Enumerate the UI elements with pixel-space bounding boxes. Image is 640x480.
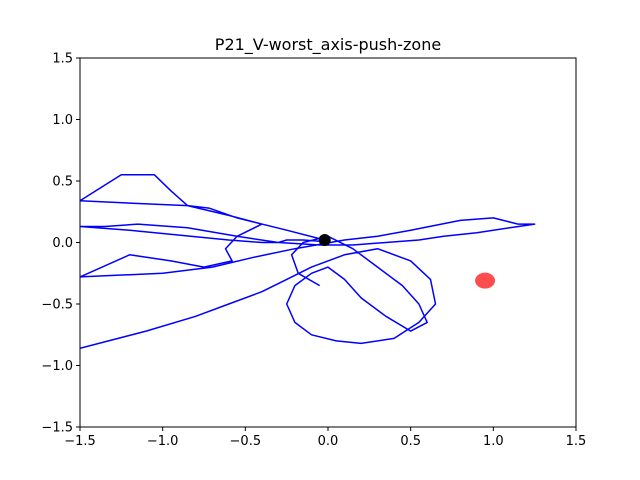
chart-title: P21_V-worst_axis-push-zone — [215, 35, 441, 55]
x-tick-label: −1.0 — [147, 434, 179, 449]
plot-content — [80, 174, 536, 350]
plot-area — [80, 174, 536, 350]
axis-ticks: −1.5 −1.0 −0.5 0.0 0.5 1.0 1.5 1.5 1.0 0.5 0.0 −0.5… — [41, 52, 586, 450]
y-tick-label: −0.5 — [41, 298, 73, 313]
x-tick-label: −1.5 — [64, 434, 96, 449]
axes-frame — [79, 57, 577, 428]
y-tick-label: 0.5 — [52, 175, 73, 190]
x-tick-label: 1.5 — [566, 434, 587, 449]
y-tick-label: −1.5 — [41, 421, 73, 436]
y-tick-label: 1.5 — [52, 52, 73, 67]
start-marker — [318, 234, 331, 247]
y-tick-label: 0.0 — [52, 236, 73, 251]
series-line-trajectory — [80, 174, 536, 278]
x-tick-label: 0.0 — [318, 434, 339, 449]
x-tick-label: 1.0 — [483, 434, 504, 449]
target-marker — [475, 272, 496, 289]
x-tick-label: 0.5 — [400, 434, 421, 449]
y-tick-label: 1.0 — [52, 113, 73, 128]
y-tick-label: −1.0 — [41, 359, 73, 374]
x-tick-label: −0.5 — [230, 434, 262, 449]
series-line-trajectory-2 — [80, 235, 437, 350]
